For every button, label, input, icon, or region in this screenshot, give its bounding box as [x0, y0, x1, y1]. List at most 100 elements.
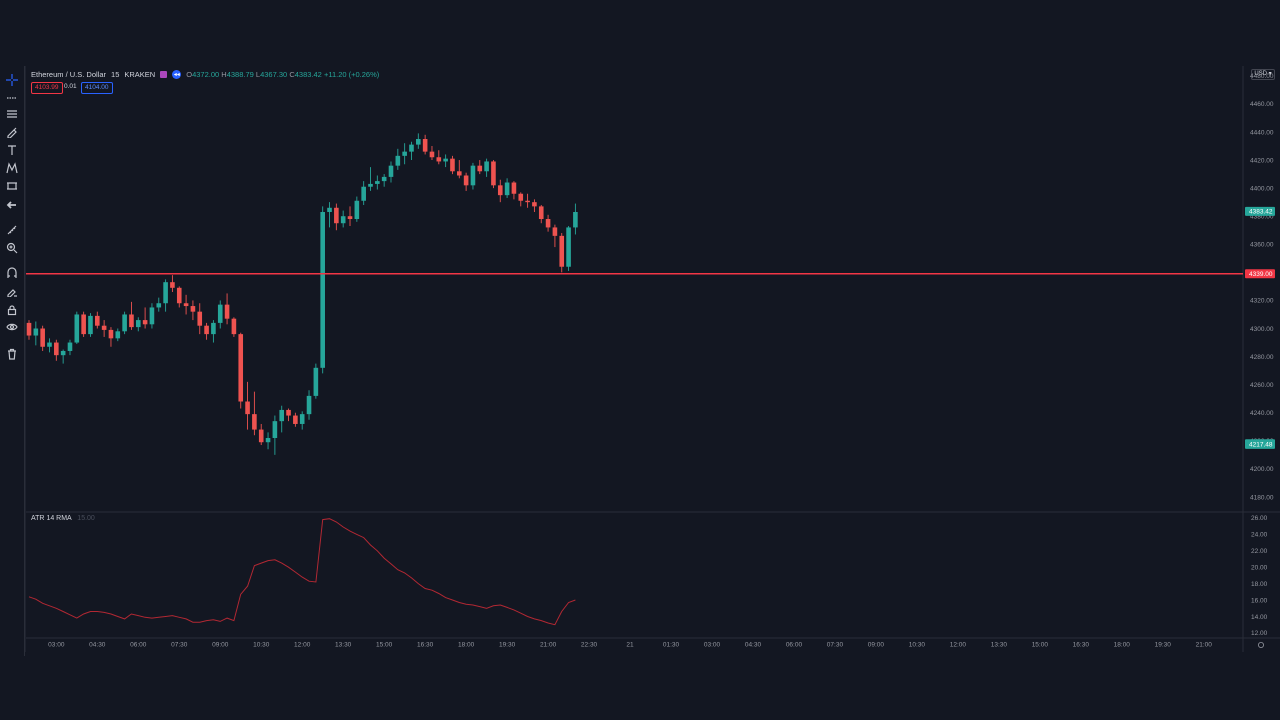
- change-value: +11.20 (+0.26%): [323, 69, 380, 79]
- ruler-icon[interactable]: [3, 222, 21, 238]
- candle: [450, 155, 455, 175]
- candle-body: [504, 182, 510, 196]
- candle: [313, 363, 319, 399]
- candle: [238, 332, 244, 409]
- candle-body: [108, 329, 114, 339]
- candle: [33, 321, 39, 346]
- candle-body: [313, 367, 319, 396]
- price-tick-label: 4200.00: [1250, 466, 1274, 473]
- candle-body: [484, 161, 489, 172]
- candle: [115, 328, 121, 342]
- zoom-icon[interactable]: [3, 240, 21, 256]
- candle: [422, 134, 428, 155]
- symbol-legend[interactable]: Ethereum / U.S. Dollar 15 KRAKEN ◂◂ O437…: [31, 68, 379, 80]
- time-tick-label: 21:00: [540, 642, 557, 649]
- candle: [60, 349, 66, 364]
- time-tick-label: 13:30: [991, 642, 1008, 649]
- candle: [368, 167, 373, 191]
- candle-body: [450, 158, 455, 172]
- symbol-name[interactable]: Ethereum / U.S. Dollar: [31, 69, 107, 79]
- candle-body: [518, 193, 524, 201]
- candle-body: [265, 438, 271, 443]
- candle-body: [477, 165, 483, 172]
- price-tag: 4383.42: [1245, 206, 1275, 216]
- candle: [511, 181, 517, 200]
- atr-tick-label: 24.00: [1251, 532, 1268, 539]
- price-axis[interactable]: 4480.00 4460.00 4440.00 4420.00 4400.00 4380.…: [1250, 73, 1274, 501]
- time-tick-label: 16:30: [417, 642, 434, 649]
- candle: [170, 275, 175, 293]
- candle: [88, 313, 93, 337]
- eye-icon[interactable]: [3, 319, 21, 335]
- candle: [47, 338, 52, 353]
- candle-body: [224, 304, 230, 319]
- candle: [176, 286, 182, 308]
- trash-icon[interactable]: [3, 346, 21, 362]
- candle: [149, 303, 155, 329]
- price-tag-bg: [1245, 206, 1275, 216]
- candle: [477, 160, 483, 175]
- candle-body: [190, 306, 196, 312]
- atr-axis[interactable]: 26.00 24.00 22.00 20.00 18.00 16.00 14.00 12.00: [1251, 515, 1268, 637]
- candle-body: [60, 350, 66, 356]
- forecast-icon[interactable]: [3, 178, 21, 194]
- candle-body: [354, 200, 360, 220]
- candle: [224, 293, 230, 325]
- candle-body: [293, 415, 298, 424]
- candle: [443, 154, 448, 168]
- exchange-label: KRAKEN: [124, 69, 156, 79]
- candle: [552, 224, 558, 248]
- time-tick-label: 07:30: [827, 642, 844, 649]
- price-tick-label: 4180.00: [1250, 494, 1274, 501]
- text-icon[interactable]: [3, 142, 21, 158]
- candle: [566, 226, 571, 271]
- pattern-icon[interactable]: [3, 160, 21, 176]
- atr-pane: [28, 518, 576, 626]
- price-tick-label: 4360.00: [1250, 242, 1274, 249]
- currency-selector[interactable]: USD ▾: [1251, 69, 1275, 80]
- magnet-icon[interactable]: [3, 265, 21, 281]
- crosshair-icon[interactable]: [3, 72, 21, 88]
- spread-value: 0.01: [64, 83, 77, 90]
- candle-body: [279, 409, 285, 422]
- sell-price-button[interactable]: 4103.99: [31, 82, 63, 94]
- candle: [129, 301, 134, 330]
- time-tick-label: 10:30: [909, 642, 926, 649]
- candle: [54, 339, 59, 361]
- time-tick-label: 09:00: [212, 642, 229, 649]
- replay-icon[interactable]: ◂◂: [172, 69, 182, 79]
- candle-body: [511, 182, 517, 194]
- high-value: 4388.79: [226, 69, 254, 79]
- price-tag-text: 4217.48: [1249, 442, 1273, 449]
- price-tick-label: 4260.00: [1250, 382, 1274, 389]
- candle-body: [272, 421, 278, 439]
- candle: [197, 303, 203, 335]
- time-tick-label: 10:30: [253, 642, 270, 649]
- interval-label[interactable]: 15: [111, 69, 120, 79]
- price-tick-label: 4300.00: [1250, 326, 1274, 333]
- atr-value: 15.00: [77, 515, 95, 522]
- candle: [95, 311, 100, 329]
- price-tag: 4339.00: [1245, 269, 1275, 279]
- lock-draw-icon[interactable]: [3, 283, 21, 299]
- atr-legend[interactable]: ATR 14 RMA 15.00: [31, 515, 95, 522]
- candle-body: [306, 395, 312, 415]
- candle: [204, 322, 209, 340]
- flag-icon[interactable]: [160, 70, 168, 78]
- atr-tick-label: 18.00: [1251, 581, 1268, 588]
- settings-icon[interactable]: [1258, 642, 1265, 649]
- candle: [395, 148, 401, 170]
- candle-body: [566, 227, 571, 267]
- candle-body: [347, 216, 353, 220]
- lock-icon[interactable]: [3, 302, 21, 318]
- candle: [484, 158, 489, 177]
- time-axis[interactable]: 03:00 04:30 06:00 07:30 09:00 10:30 12:00 13:30…: [48, 642, 1265, 649]
- brush-icon[interactable]: [3, 124, 21, 140]
- trend-lines-icon[interactable]: [3, 88, 21, 104]
- back-icon[interactable]: [3, 197, 21, 213]
- candle: [456, 160, 462, 179]
- buy-price-button[interactable]: 4104.00: [81, 82, 113, 94]
- fib-icon[interactable]: [3, 106, 21, 122]
- candle-body: [381, 176, 387, 182]
